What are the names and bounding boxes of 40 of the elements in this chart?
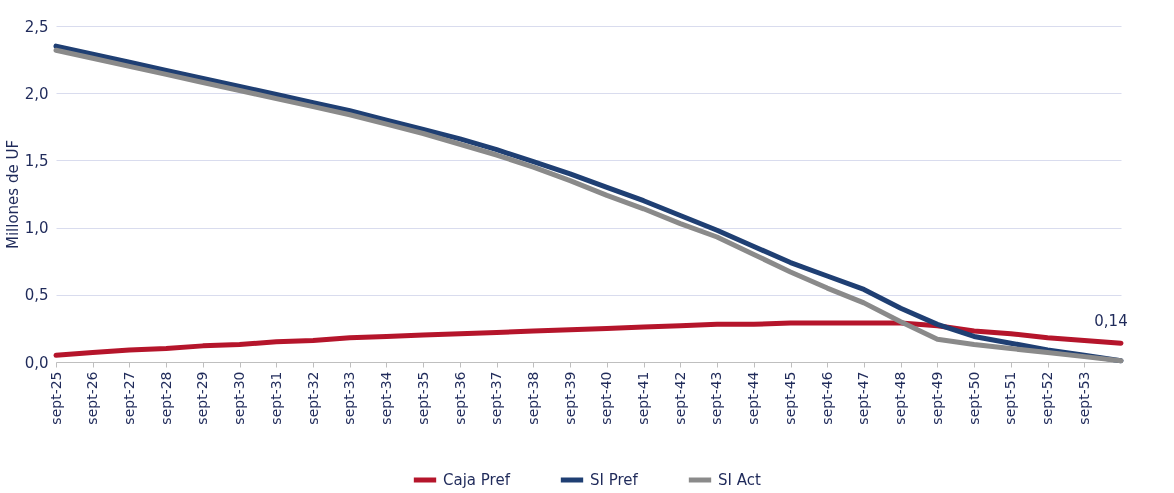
x-tick-label: sept-36 xyxy=(451,371,468,425)
x-tick-label: sept-28 xyxy=(157,371,174,425)
x-tick-label: sept-35 xyxy=(414,371,431,425)
x-tick-label: sept-50 xyxy=(965,371,982,425)
x-tick-label: sept-51 xyxy=(1002,371,1019,425)
legend-label: SI Pref xyxy=(590,471,639,489)
legend-label: SI Act xyxy=(718,471,761,489)
x-tick-label: sept-30 xyxy=(231,371,248,425)
x-tick-label: sept-38 xyxy=(524,371,541,425)
y-tick-label: 0,5 xyxy=(24,286,49,305)
x-tick-label: sept-25 xyxy=(47,371,64,425)
x-tick-label: sept-34 xyxy=(378,371,394,425)
x-tick-label: sept-45 xyxy=(782,371,798,425)
y-tick-label: 1,5 xyxy=(24,151,49,170)
x-tick-label: sept-32 xyxy=(304,371,321,425)
x-tick-label: sept-29 xyxy=(194,371,211,425)
x-tick-label: sept-48 xyxy=(892,371,909,425)
x-tick-label: sept-37 xyxy=(488,371,505,425)
x-tick-label: sept-27 xyxy=(120,371,137,425)
y-tick-label: 2,5 xyxy=(24,17,49,36)
x-tick-label: sept-39 xyxy=(561,371,578,425)
x-tick-label: sept-43 xyxy=(708,371,725,425)
x-tick-label: sept-53 xyxy=(1075,371,1092,425)
x-tick-label: sept-46 xyxy=(818,371,835,425)
x-tick-label: sept-49 xyxy=(928,371,945,425)
x-tick-label: sept-47 xyxy=(855,371,872,425)
x-tick-label: sept-31 xyxy=(267,371,284,425)
x-tick-label: sept-44 xyxy=(745,371,762,425)
x-tick-label: sept-33 xyxy=(341,371,358,425)
y-tick-label: 1,0 xyxy=(24,219,49,238)
x-tick-label: sept-42 xyxy=(671,371,688,425)
data-label: 0,14 xyxy=(1094,312,1128,331)
x-tick-label: sept-40 xyxy=(598,371,615,425)
x-tick-label: sept-26 xyxy=(84,371,101,425)
y-tick-label: 2,0 xyxy=(24,84,49,103)
x-tick-label: sept-52 xyxy=(1039,371,1056,425)
y-axis-title: Millones de UF xyxy=(3,139,22,250)
x-tick-label: sept-41 xyxy=(635,371,652,425)
y-tick-label: 0,0 xyxy=(24,353,49,372)
legend-label: Caja Pref xyxy=(443,471,511,489)
